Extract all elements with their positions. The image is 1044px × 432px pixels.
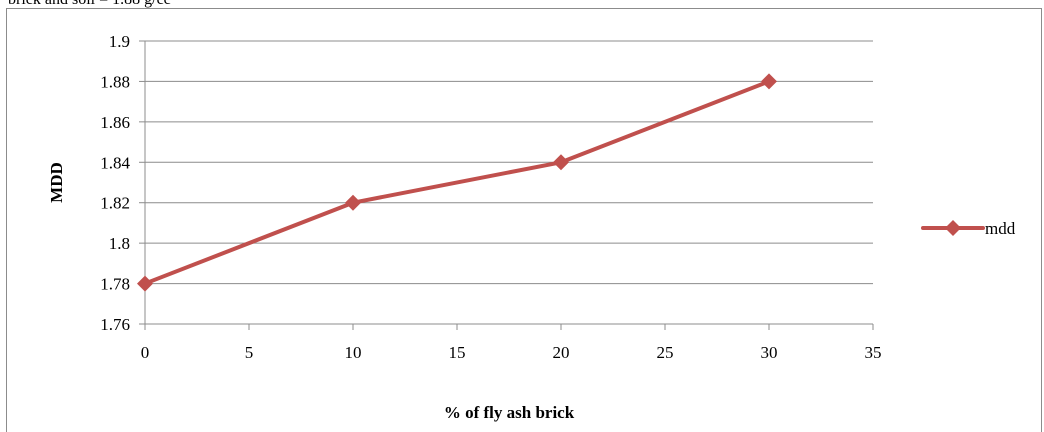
y-tick-label: 1.78	[100, 275, 130, 294]
y-axis-title: MDD	[47, 162, 66, 203]
header-text-fragment: brick and soil = 1.88 g/cc	[8, 0, 171, 9]
series-line-mdd	[143, 79, 771, 286]
data-point-marker	[137, 275, 153, 292]
x-tick-label: 35	[865, 343, 882, 362]
x-tick-label: 15	[449, 343, 466, 362]
legend-label: mdd	[985, 219, 1016, 238]
series-group	[137, 73, 777, 292]
data-point-marker	[345, 194, 361, 211]
x-axis-title: % of fly ash brick	[444, 403, 575, 422]
data-point-marker	[761, 73, 777, 90]
legend: mdd	[921, 219, 1016, 238]
chart-frame	[6, 8, 1042, 432]
x-tick-label: 10	[345, 343, 362, 362]
x-tick-label: 30	[761, 343, 778, 362]
y-tick-label: 1.82	[100, 194, 130, 213]
y-tick-label: 1.84	[100, 153, 130, 172]
y-tick-label: 1.9	[109, 32, 130, 51]
y-tick-label: 1.8	[109, 234, 130, 253]
x-tick-label: 20	[553, 343, 570, 362]
x-tick-label: 0	[141, 343, 150, 362]
x-tick-labels: 0 5 10 15 20 25 30 35	[141, 324, 882, 362]
data-point-marker	[553, 154, 569, 171]
y-tick-labels: 1.76 1.78 1.8 1.82 1.84 1.86 1.88 1.9	[100, 32, 130, 334]
y-tick-label: 1.88	[100, 72, 130, 91]
x-tick-label: 25	[657, 343, 674, 362]
x-tick-label: 5	[245, 343, 254, 362]
y-tick-label: 1.86	[100, 113, 130, 132]
y-tick-label: 1.76	[100, 315, 130, 334]
legend-marker	[945, 220, 961, 236]
